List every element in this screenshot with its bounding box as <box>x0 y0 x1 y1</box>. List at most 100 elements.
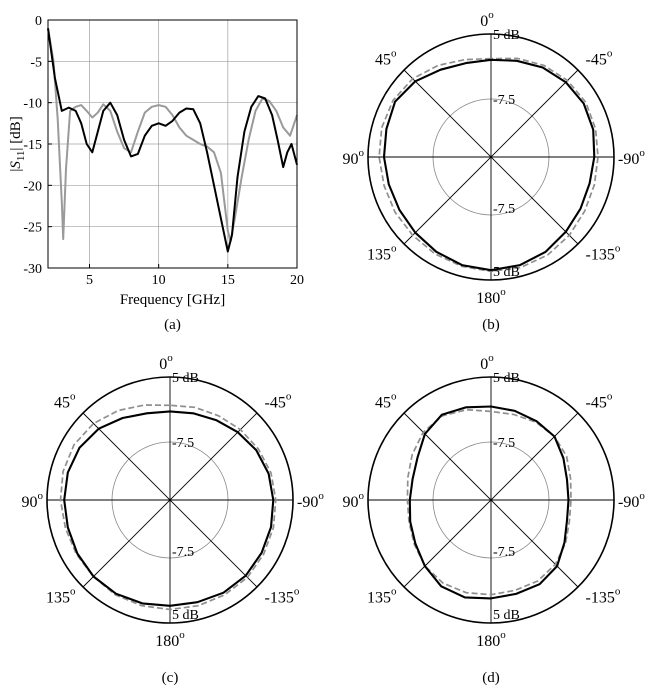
x-tick-label: 5 <box>86 273 93 288</box>
radial-label-inner-bottom: -7.5 <box>493 545 515 560</box>
angle-label-bottom: 180o <box>155 629 185 650</box>
angle-label-bottom-value: 180 <box>476 633 500 650</box>
angle-label-right: -90o <box>618 147 645 168</box>
angle-label-bottom-left-degree: o <box>70 586 76 598</box>
angle-label-bottom-degree: o <box>500 629 506 641</box>
angle-label-bottom-left-value: 135 <box>46 590 70 607</box>
angle-label-top-degree: o <box>488 9 494 21</box>
angle-label-left-degree: o <box>359 147 365 159</box>
panel-label: (c) <box>162 670 179 686</box>
angle-label-top-left-value: 45 <box>54 394 70 411</box>
angle-label-left-degree: o <box>38 490 44 502</box>
angle-label-top: 0o <box>480 352 494 373</box>
x-tick-label: 20 <box>290 273 304 288</box>
angle-label-top-right-degree: o <box>607 390 613 402</box>
angle-label-top-left: 45o <box>54 390 76 411</box>
panel-label: (b) <box>482 317 500 333</box>
radial-label-inner-top: -7.5 <box>172 436 194 451</box>
series-line-gray <box>47 28 298 243</box>
y-tick-label: -5 <box>30 55 42 70</box>
y-label-s: S <box>8 161 24 169</box>
y-tick-label: -10 <box>23 97 42 112</box>
angle-label-bottom-left-value: 135 <box>367 247 391 264</box>
angle-label-right-degree: o <box>639 147 645 159</box>
spoke-line <box>403 412 579 588</box>
panel-label: (d) <box>482 670 500 686</box>
angle-label-right-degree: o <box>318 490 324 502</box>
angle-label-top-left: 45o <box>375 390 397 411</box>
y-tick-label: -15 <box>23 138 42 153</box>
radial-label-outer-bottom: 5 dB <box>172 608 199 623</box>
angle-label-right-value: -90 <box>618 151 639 168</box>
angle-label-bottom-degree: o <box>179 629 185 641</box>
angle-label-left: 90o <box>343 147 365 168</box>
angle-label-bottom: 180o <box>476 629 506 650</box>
radial-label-inner-bottom: -7.5 <box>493 202 515 217</box>
angle-label-top-right-value: -45 <box>265 394 286 411</box>
angle-label-bottom: 180o <box>476 286 506 307</box>
panel-a-return-loss-plot: 5 10 15 20 0 -5 -10 -15 -20 -25 -30 Frequency [GHz]… <box>8 14 304 333</box>
outer-circle <box>367 33 615 281</box>
angle-label-right-value: -90 <box>618 494 639 511</box>
radial-label-outer-bottom: 5 dB <box>493 265 520 280</box>
pattern-curve-solid <box>408 405 570 600</box>
angle-label-bottom-value: 180 <box>476 290 500 307</box>
y-label-unit: | [dB] <box>8 116 24 150</box>
angle-label-top-value: 0 <box>480 13 488 30</box>
angle-label-bottom-right: -135o <box>586 586 621 607</box>
pattern-curve-dashed <box>59 404 277 611</box>
y-tick-label: -30 <box>23 262 42 277</box>
angle-label-bottom-right: -135o <box>586 243 621 264</box>
angle-label-bottom-value: 180 <box>155 633 179 650</box>
radial-label-outer-top: 5 dB <box>172 371 199 386</box>
x-tick-label: 10 <box>152 273 166 288</box>
radial-label-inner-top: -7.5 <box>493 93 515 108</box>
angle-label-left: 90o <box>343 490 365 511</box>
angle-label-bottom-degree: o <box>500 286 506 298</box>
pattern-curve-dashed <box>378 57 599 273</box>
angle-label-bottom-right-degree: o <box>615 243 621 255</box>
y-axis-label: |S11| [dB] <box>8 116 27 171</box>
angle-label-top: 0o <box>159 352 173 373</box>
angle-label-bottom-left: 135o <box>46 586 76 607</box>
angle-label-top-right: -45o <box>586 47 613 68</box>
angle-label-bottom-right-degree: o <box>615 586 621 598</box>
angle-label-top-degree: o <box>488 352 494 364</box>
angle-label-top-degree: o <box>167 352 173 364</box>
angle-label-top-value: 0 <box>159 356 167 373</box>
pattern-curve-solid <box>382 58 596 272</box>
series-line-black <box>47 28 298 253</box>
y-label-bar: | <box>8 169 24 172</box>
angle-label-top-left-value: 45 <box>375 51 391 68</box>
radial-label-outer-top: 5 dB <box>493 371 520 386</box>
angle-label-top: 0o <box>480 9 494 30</box>
radial-label-outer-bottom: 5 dB <box>493 608 520 623</box>
angle-label-top-left: 45o <box>375 47 397 68</box>
angle-label-left-value: 90 <box>343 494 359 511</box>
angle-label-bottom-right-value: -135 <box>586 247 615 264</box>
angle-label-top-left-degree: o <box>70 390 76 402</box>
radial-label-inner-bottom: -7.5 <box>172 545 194 560</box>
panel-label: (a) <box>164 317 181 333</box>
y-tick-label: 0 <box>35 14 42 29</box>
angle-label-top-right-value: -45 <box>586 394 607 411</box>
radial-label-inner-top: -7.5 <box>493 436 515 451</box>
angle-label-top-right-value: -45 <box>586 51 607 68</box>
pattern-curve-dashed <box>406 408 572 596</box>
angle-label-bottom-right-value: -135 <box>586 590 615 607</box>
y-tick-label: -25 <box>23 221 42 236</box>
angle-label-top-right-degree: o <box>607 47 613 59</box>
y-label-subscript: 11 <box>15 151 27 162</box>
pattern-curve-solid <box>63 410 275 607</box>
angle-label-bottom-left-degree: o <box>391 243 397 255</box>
y-tick-label: -20 <box>23 179 42 194</box>
angle-label-bottom-right-degree: o <box>294 586 300 598</box>
angle-label-top-right-degree: o <box>286 390 292 402</box>
angle-label-top-right: -45o <box>265 390 292 411</box>
angle-label-right: -90o <box>618 490 645 511</box>
angle-label-top-right: -45o <box>586 390 613 411</box>
angle-label-bottom-left: 135o <box>367 586 397 607</box>
